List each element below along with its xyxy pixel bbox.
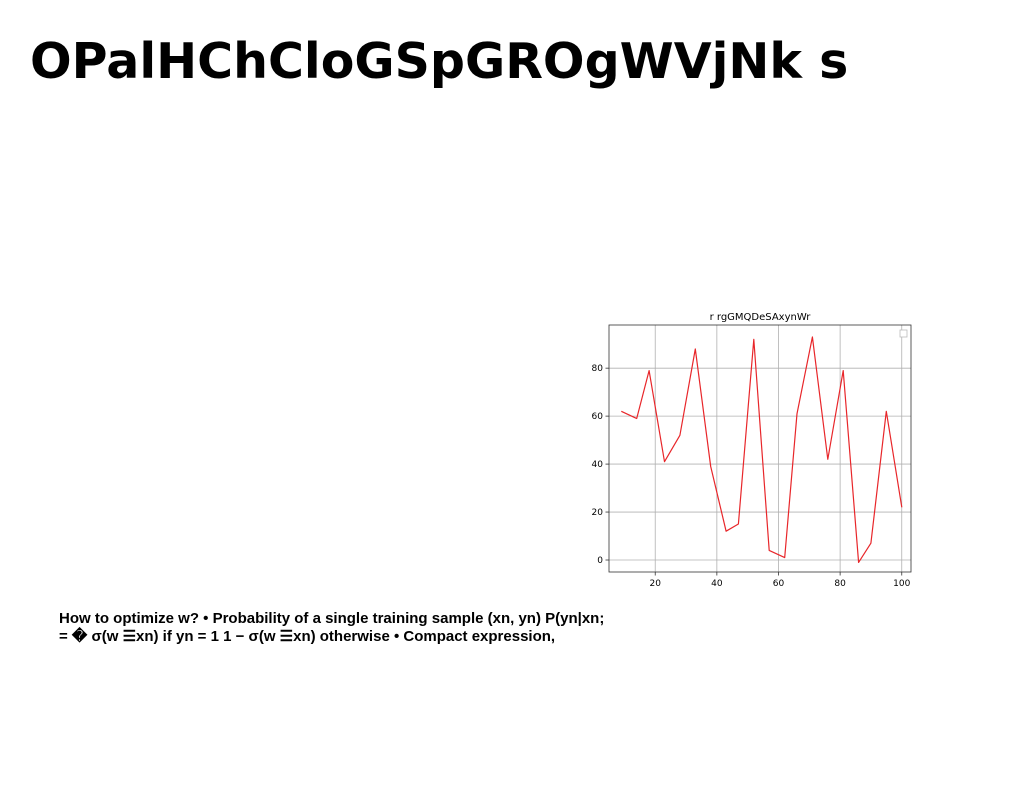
series-line: [621, 336, 903, 563]
x-tick-label: 60: [773, 579, 785, 589]
y-tick-label: 20: [592, 508, 604, 518]
y-tick-label: 0: [597, 556, 603, 566]
x-tick-label: 100: [893, 579, 910, 589]
x-tick-label: 40: [711, 579, 723, 589]
slide-body-text: How to optimize w? • Probability of a si…: [59, 610, 759, 646]
chart-svg: r rgGMQDeSAxynWr 20 40 60 80 100 0 20 40 60 80: [592, 312, 912, 589]
y-tick-label: 40: [592, 460, 604, 470]
body-line: = � σ(w ☰xn) if yn = 1 1 − σ(w ☰xn) othe…: [59, 628, 556, 645]
x-tick-label: 80: [834, 579, 846, 589]
chart-grid: [609, 325, 911, 572]
x-tick-label: 20: [649, 579, 661, 589]
chart-legend: [899, 329, 908, 338]
chart-series: [621, 336, 903, 563]
y-tick-label: 80: [592, 364, 604, 374]
chart-ticks: 20 40 60 80 100 0 20 40 60 80: [592, 364, 911, 589]
plot-frame: [608, 324, 912, 573]
chart-title: r rgGMQDeSAxynWr: [710, 312, 812, 323]
line-chart: r rgGMQDeSAxynWr 20 40 60 80 100 0 20 40 60 80: [586, 306, 916, 590]
body-line: How to optimize w? • Probability of a si…: [59, 610, 605, 627]
slide-title: OPalHChCloGSpGROgWVjNk s: [30, 33, 849, 90]
y-tick-label: 60: [592, 412, 604, 422]
